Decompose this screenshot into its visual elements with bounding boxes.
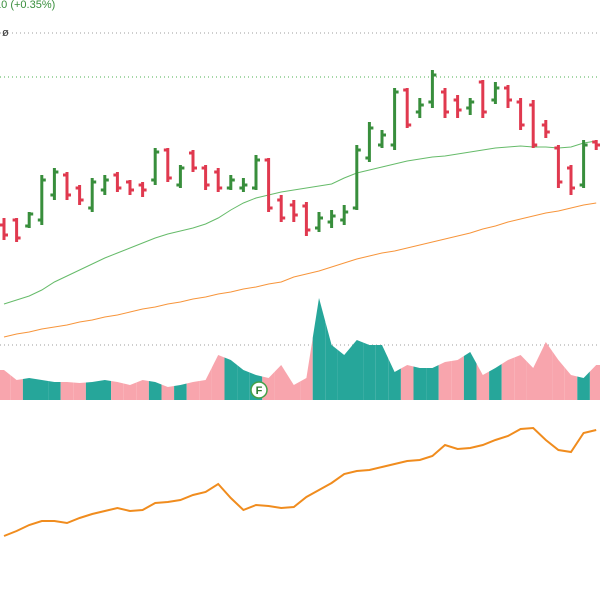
volume-area bbox=[451, 356, 464, 400]
volume-area bbox=[161, 384, 175, 400]
volume-area bbox=[312, 298, 326, 400]
price-change: .10 (+0.35%) bbox=[0, 0, 55, 11]
volume-area bbox=[211, 355, 225, 400]
volume-area bbox=[148, 381, 162, 400]
line bbox=[3, 426, 597, 537]
price-layer bbox=[0, 70, 600, 338]
volume-area bbox=[463, 352, 477, 400]
volume-area bbox=[300, 338, 313, 400]
volume-area bbox=[287, 375, 301, 400]
volume-area bbox=[400, 365, 414, 400]
volume-area bbox=[85, 381, 99, 400]
volume-area bbox=[388, 358, 401, 400]
volume-area bbox=[375, 345, 389, 400]
line bbox=[3, 202, 597, 338]
volume-layer bbox=[0, 298, 600, 400]
volume-area bbox=[274, 365, 288, 400]
volume-area bbox=[589, 365, 600, 400]
volume-area bbox=[337, 347, 351, 400]
volume-area bbox=[489, 364, 502, 400]
volume-area bbox=[224, 357, 238, 400]
volume-area bbox=[526, 355, 540, 400]
volume-area bbox=[60, 382, 74, 400]
volume-area bbox=[237, 365, 250, 400]
volume-area bbox=[123, 382, 137, 400]
volume-area bbox=[426, 365, 439, 400]
volume-area bbox=[199, 367, 212, 400]
symbol-icon: ø bbox=[2, 27, 9, 39]
event-badge[interactable] bbox=[250, 381, 268, 399]
volume-area bbox=[48, 381, 61, 400]
volume-area bbox=[413, 366, 427, 400]
volume-area bbox=[0, 370, 11, 400]
volume-area bbox=[577, 371, 590, 400]
volume-area bbox=[476, 363, 490, 400]
event-label[interactable]: F bbox=[256, 385, 263, 397]
volume-area bbox=[136, 380, 149, 400]
volume-area bbox=[10, 375, 23, 400]
volume-area bbox=[552, 351, 565, 400]
volume-area bbox=[73, 382, 86, 400]
volume-area bbox=[174, 383, 187, 400]
volume-area bbox=[325, 321, 338, 400]
volume-area bbox=[98, 380, 112, 400]
volume-area bbox=[186, 381, 200, 400]
volume-area bbox=[564, 367, 578, 400]
line bbox=[3, 140, 597, 305]
indicator-layer bbox=[3, 426, 597, 537]
volume-area bbox=[111, 381, 124, 400]
volume-area bbox=[22, 378, 36, 400]
volume-area bbox=[35, 379, 49, 400]
volume-area bbox=[350, 340, 364, 400]
volume-area bbox=[501, 357, 515, 400]
volume-area bbox=[363, 342, 376, 400]
volume-area bbox=[539, 342, 553, 400]
volume-area bbox=[438, 361, 452, 400]
volume-area bbox=[514, 355, 527, 400]
